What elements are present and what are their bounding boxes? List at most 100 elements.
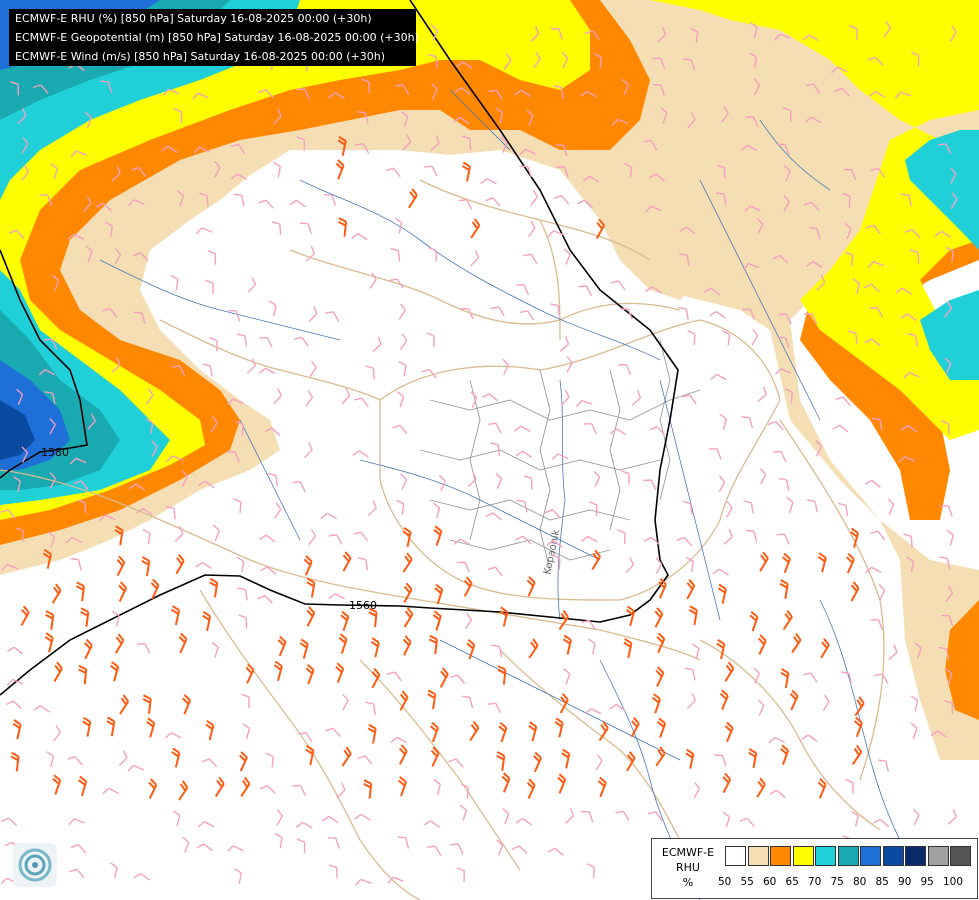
wind-barb [102,307,118,318]
wind-barb [7,646,24,655]
wind-barb [273,161,281,178]
wind-barb [80,607,90,627]
wind-barb [782,107,792,122]
wind-barb [84,111,92,129]
wind-barb [264,427,281,437]
wind-barb [831,66,848,74]
wind-barb [205,719,215,741]
geopotential-contours [0,0,679,696]
wind-barb [530,26,540,42]
wind-barb [247,276,257,293]
wind-barb [172,810,181,827]
wind-barb [495,472,503,490]
wind-barb [500,136,508,153]
wind-barb [371,667,381,689]
wind-barb [869,306,884,318]
wind-barb [119,694,130,715]
wind-barb [598,721,609,742]
rhu-55-top [0,0,979,760]
wind-barb [171,605,181,626]
wind-barb [804,116,822,124]
wind-barb [0,509,16,519]
wind-barb [357,557,369,571]
wind-barb [714,754,727,767]
wind-barb [593,53,602,69]
wind-barb [15,527,24,542]
wind-barb [499,606,509,627]
wind-barb [944,301,953,318]
wind-barb [756,218,764,235]
wind-barb [609,703,626,712]
wind-barb [299,638,309,659]
wind-barb [423,820,440,828]
wind-barb [709,448,722,460]
wind-barb [623,638,633,659]
wind-barb [434,583,444,605]
wind-barb [402,134,412,151]
wind-barb [609,428,627,436]
wind-barb [268,300,277,317]
wind-barb [78,664,88,685]
wind-barb [259,336,273,348]
wind-barb [95,202,112,212]
wind-barb [82,716,92,737]
wind-barb [449,674,466,684]
wind-barb [458,199,473,210]
wind-barb [83,195,92,212]
wind-barb [583,423,597,435]
wind-barb [396,391,405,408]
wind-barb [803,201,820,211]
wind-barb [849,25,858,40]
wind-barb [131,166,147,177]
wind-barb [715,192,727,206]
rhu-60-se [945,600,979,720]
wind-barb [624,162,633,179]
wind-barb [337,135,347,156]
wind-barb [688,605,698,626]
wind-barb [555,144,568,157]
wind-barb [643,139,658,151]
wind-barb [631,390,642,406]
wind-barb [142,528,151,545]
wind-barb [51,583,62,604]
wind-barb [453,538,471,545]
wind-barb [114,633,125,654]
wind-barb [426,332,435,348]
wind-barb [355,878,372,886]
wind-barb [678,306,689,321]
wind-barb [85,245,93,262]
wind-barb [597,776,607,798]
wind-barb [245,663,255,684]
wind-barb [551,453,569,460]
wind-barb [803,672,818,683]
wind-barb [621,78,629,96]
wind-barb [751,328,759,346]
wind-barb [485,512,502,521]
legend-ticks: 50 55 60 65 70 75 80 85 90 95 100 [718,876,979,890]
wind-barb [851,810,859,827]
wind-barb [258,367,276,375]
legend-tick-90: 90 [898,876,912,888]
wind-barb [209,577,219,598]
wind-barb [949,25,957,42]
wind-barb [467,471,477,488]
wind-barb [68,818,85,826]
wind-barb [456,867,466,883]
wind-barb [195,227,213,235]
wind-barb [841,671,852,685]
wind-barb [363,779,373,799]
legend-title-var: RHU [676,861,700,874]
wind-barb [774,33,791,41]
wind-barb [515,450,533,458]
wind-barb [687,112,696,129]
wind-barb [684,667,696,681]
wind-barb [87,413,96,430]
wind-barb [214,160,221,178]
wind-barb [544,509,561,519]
wind-barb [834,87,850,97]
wind-barb [740,144,758,152]
wind-barb [170,274,179,291]
wind-barb [883,21,891,38]
wind-barb [481,393,499,402]
